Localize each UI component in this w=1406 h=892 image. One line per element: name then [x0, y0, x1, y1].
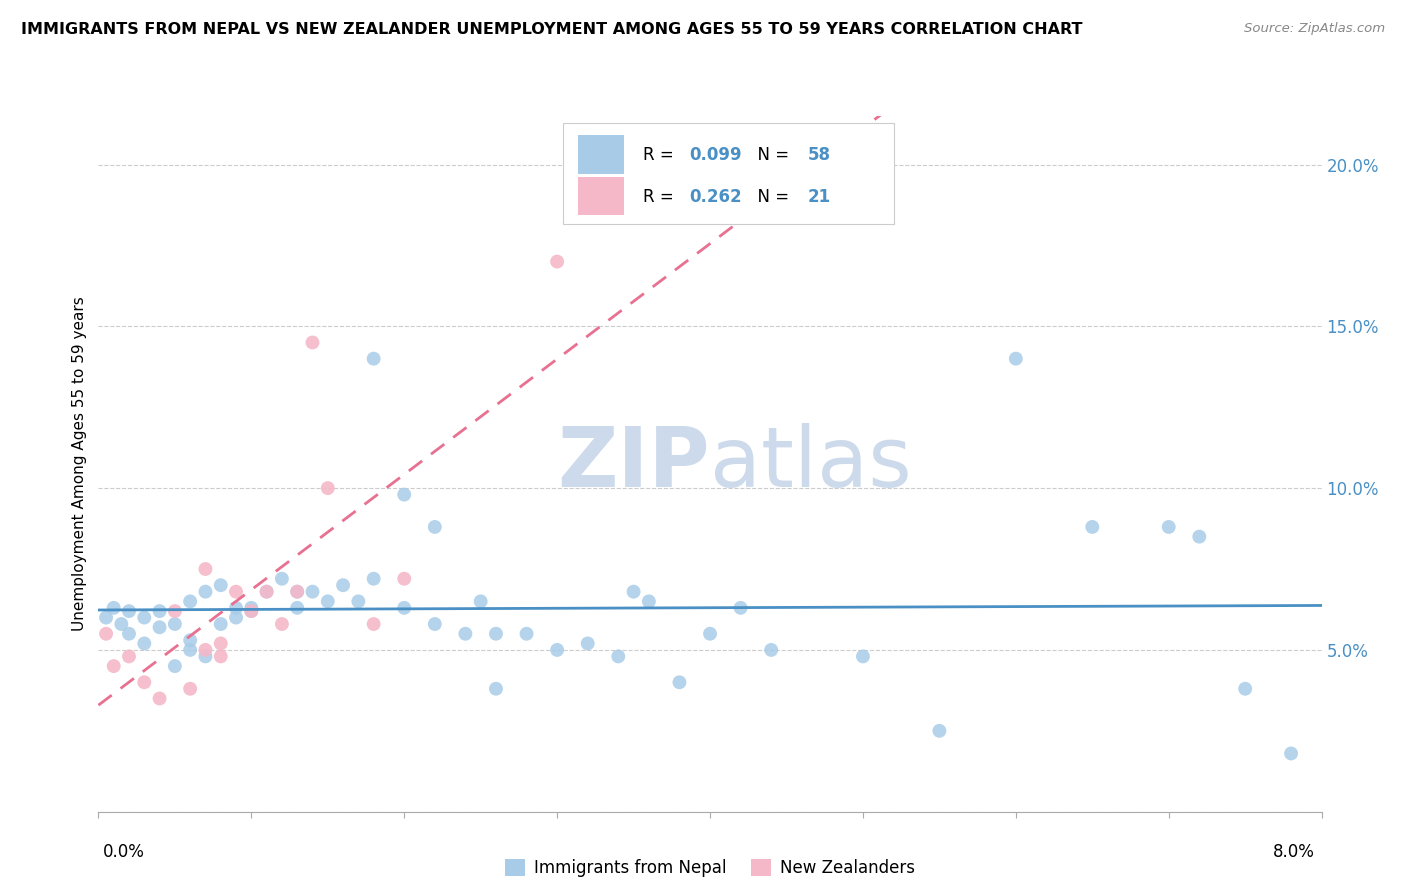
- Text: Source: ZipAtlas.com: Source: ZipAtlas.com: [1244, 22, 1385, 36]
- Point: [225, 610, 247, 624]
- Text: 0.0%: 0.0%: [103, 843, 145, 861]
- Point: [209, 636, 232, 650]
- Point: [392, 487, 416, 501]
- Point: [1004, 351, 1026, 366]
- Point: [363, 617, 385, 632]
- Point: [285, 584, 308, 599]
- Point: [301, 335, 323, 350]
- Point: [546, 254, 568, 268]
- Point: [1279, 747, 1302, 761]
- Point: [240, 600, 263, 615]
- Point: [485, 626, 508, 640]
- Point: [332, 578, 354, 592]
- Text: atlas: atlas: [710, 424, 911, 504]
- Point: [270, 617, 294, 632]
- Point: [225, 600, 247, 615]
- Point: [316, 481, 339, 495]
- Text: N =: N =: [747, 188, 794, 206]
- Point: [194, 643, 217, 657]
- Point: [134, 636, 156, 650]
- Point: [179, 681, 201, 696]
- Point: [363, 351, 385, 366]
- Point: [363, 572, 385, 586]
- Point: [301, 584, 323, 599]
- Point: [194, 584, 217, 599]
- Point: [928, 723, 950, 738]
- Point: [103, 659, 125, 673]
- Point: [423, 617, 446, 632]
- Point: [392, 600, 416, 615]
- Point: [392, 572, 416, 586]
- Point: [516, 626, 538, 640]
- Point: [316, 594, 339, 608]
- Point: [1188, 530, 1211, 544]
- Text: 21: 21: [808, 188, 831, 206]
- Point: [423, 520, 446, 534]
- Point: [118, 604, 141, 618]
- Point: [240, 604, 263, 618]
- Point: [1157, 520, 1180, 534]
- Text: N =: N =: [747, 146, 794, 164]
- Point: [209, 578, 232, 592]
- Point: [149, 620, 172, 634]
- Point: [225, 584, 247, 599]
- Point: [179, 633, 201, 648]
- Point: [637, 594, 661, 608]
- Point: [103, 600, 125, 615]
- Text: IMMIGRANTS FROM NEPAL VS NEW ZEALANDER UNEMPLOYMENT AMONG AGES 55 TO 59 YEARS CO: IMMIGRANTS FROM NEPAL VS NEW ZEALANDER U…: [21, 22, 1083, 37]
- Point: [134, 675, 156, 690]
- Point: [576, 636, 599, 650]
- Point: [852, 649, 875, 664]
- Point: [179, 594, 201, 608]
- Y-axis label: Unemployment Among Ages 55 to 59 years: Unemployment Among Ages 55 to 59 years: [72, 296, 87, 632]
- Text: 58: 58: [808, 146, 831, 164]
- Point: [256, 584, 278, 599]
- Text: 8.0%: 8.0%: [1272, 843, 1315, 861]
- Point: [209, 649, 232, 664]
- Point: [149, 691, 172, 706]
- FancyBboxPatch shape: [578, 136, 624, 174]
- Text: ZIP: ZIP: [558, 424, 710, 504]
- Point: [485, 681, 508, 696]
- Point: [240, 604, 263, 618]
- Point: [285, 584, 308, 599]
- Point: [347, 594, 370, 608]
- Text: 0.262: 0.262: [689, 188, 742, 206]
- Point: [163, 659, 186, 673]
- Point: [149, 604, 172, 618]
- Point: [759, 643, 782, 657]
- Point: [163, 617, 186, 632]
- Text: 0.099: 0.099: [689, 146, 742, 164]
- Point: [699, 626, 721, 640]
- Point: [134, 610, 156, 624]
- Point: [285, 600, 308, 615]
- Point: [163, 604, 186, 618]
- Point: [256, 584, 278, 599]
- Point: [110, 617, 132, 632]
- Point: [94, 610, 117, 624]
- Text: R =: R =: [643, 146, 679, 164]
- Point: [546, 643, 568, 657]
- Point: [1234, 681, 1257, 696]
- FancyBboxPatch shape: [578, 178, 624, 216]
- Point: [94, 626, 117, 640]
- Legend: Immigrants from Nepal, New Zealanders: Immigrants from Nepal, New Zealanders: [499, 852, 921, 883]
- Point: [118, 649, 141, 664]
- Text: R =: R =: [643, 188, 679, 206]
- Point: [623, 584, 645, 599]
- Point: [730, 600, 752, 615]
- Point: [118, 626, 141, 640]
- Point: [194, 649, 217, 664]
- Point: [470, 594, 492, 608]
- Point: [179, 643, 201, 657]
- Point: [607, 649, 630, 664]
- Point: [209, 617, 232, 632]
- Point: [194, 562, 217, 576]
- Point: [1081, 520, 1104, 534]
- Point: [668, 675, 690, 690]
- Point: [270, 572, 294, 586]
- FancyBboxPatch shape: [564, 123, 894, 224]
- Point: [454, 626, 477, 640]
